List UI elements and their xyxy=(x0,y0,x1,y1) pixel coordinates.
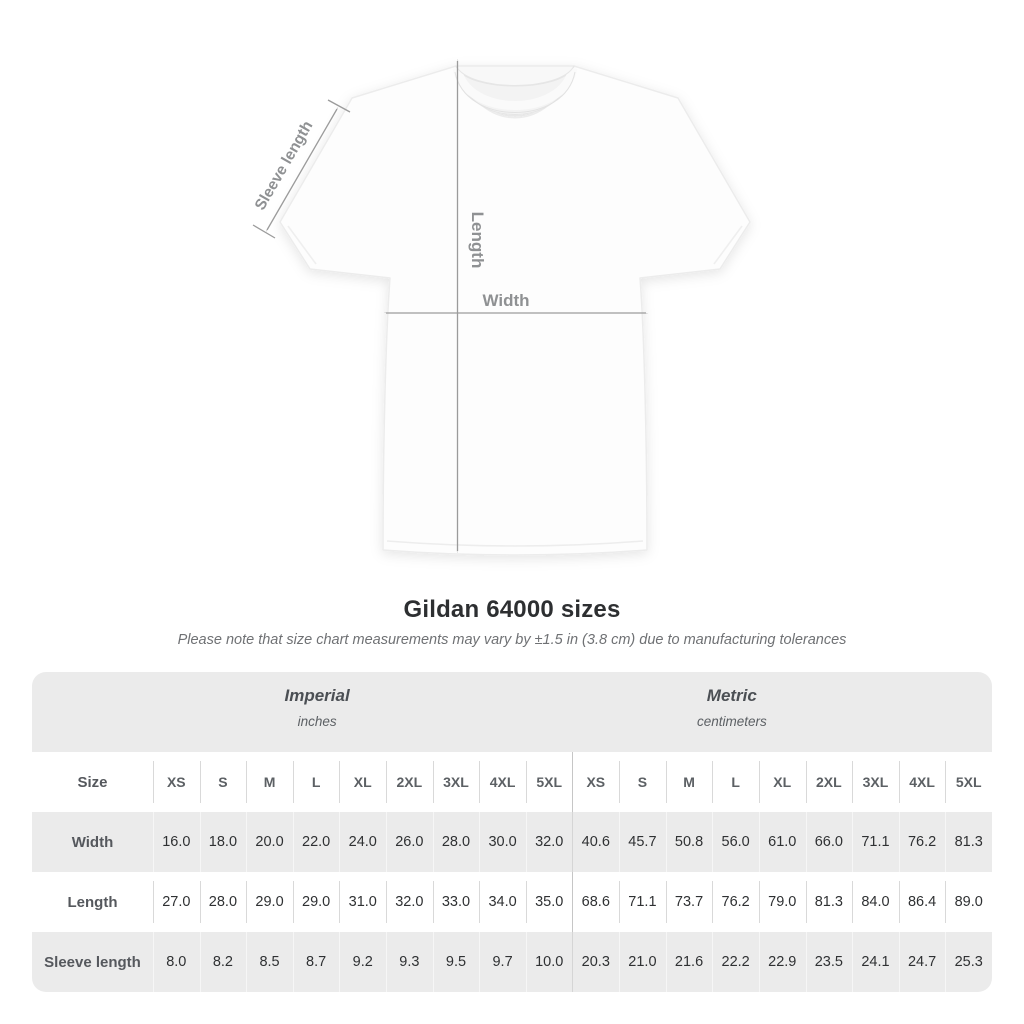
value-cell: 68.6 xyxy=(572,872,620,932)
value-cell: 20.0 xyxy=(246,812,293,872)
value-cell: 21.0 xyxy=(619,932,666,992)
tolerance-note: Please note that size chart measurements… xyxy=(177,632,847,648)
sleeve-arrow-cap-bottom xyxy=(252,224,276,239)
value-cell: 22.0 xyxy=(292,812,340,872)
size-col-header: 2XL xyxy=(805,752,853,812)
value-cell: 32.0 xyxy=(525,812,573,872)
value-cell: 27.0 xyxy=(153,872,200,932)
size-col-header: 5XL xyxy=(945,752,992,812)
size-col-header: XS xyxy=(153,752,200,812)
size-header-cell: Size xyxy=(77,773,108,791)
size-table: Imperial inches Metric centimeters Size … xyxy=(32,672,992,992)
value-cell: 22.2 xyxy=(712,932,759,992)
value-cell: 73.7 xyxy=(665,872,713,932)
value-cell: 9.5 xyxy=(432,932,480,992)
value-cell: 81.3 xyxy=(805,872,853,932)
sleeve-arrow-cap-top xyxy=(327,99,351,113)
value-cell: 9.2 xyxy=(339,932,387,992)
length-label: Length xyxy=(468,212,487,269)
imperial-unit-label: inches xyxy=(297,714,337,729)
value-cell: 86.4 xyxy=(898,872,946,932)
value-cell: 8.7 xyxy=(292,932,340,992)
value-cell: 26.0 xyxy=(386,812,433,872)
row-label: Width xyxy=(71,833,114,851)
size-col-header: 2XL xyxy=(386,752,433,812)
value-cell: 24.0 xyxy=(339,812,387,872)
size-col-header: L xyxy=(712,752,759,812)
value-cell: 71.1 xyxy=(852,812,899,872)
metric-section-header: Metric centimeters xyxy=(697,686,767,729)
value-cell: 16.0 xyxy=(153,812,200,872)
value-cell: 89.0 xyxy=(945,872,992,932)
value-cell: 24.1 xyxy=(852,932,899,992)
size-col-header: 4XL xyxy=(898,752,946,812)
size-col-header: 3XL xyxy=(432,752,480,812)
value-cell: 30.0 xyxy=(479,812,526,872)
value-cell: 21.6 xyxy=(665,932,713,992)
value-cell: 28.0 xyxy=(199,872,247,932)
sleeve-length-annotation xyxy=(252,99,351,239)
value-cell: 8.0 xyxy=(153,932,200,992)
size-header-row: Size XS S M L XL 2XL 3XL 4XL 5XL XS S M … xyxy=(32,752,992,812)
size-col-header: M xyxy=(665,752,713,812)
size-col-header: XL xyxy=(758,752,806,812)
sleeve-length-arrow xyxy=(267,109,337,230)
value-cell: 24.7 xyxy=(898,932,946,992)
table-header-band: Imperial inches Metric centimeters xyxy=(32,672,992,752)
size-col-header: XL xyxy=(339,752,387,812)
value-cell: 81.3 xyxy=(945,812,992,872)
value-cell: 76.2 xyxy=(898,812,946,872)
value-cell: 18.0 xyxy=(199,812,247,872)
value-cell: 71.1 xyxy=(619,872,666,932)
value-cell: 9.7 xyxy=(479,932,526,992)
width-label: Width xyxy=(482,291,529,310)
size-col-header: M xyxy=(246,752,293,812)
value-cell: 79.0 xyxy=(758,872,806,932)
value-cell: 23.5 xyxy=(805,932,853,992)
size-col-header: XS xyxy=(572,752,620,812)
row-label: Length xyxy=(67,893,118,911)
sleeve-length-row: Sleeve length 8.0 8.2 8.5 8.7 9.2 9.3 9.… xyxy=(32,932,992,992)
value-cell: 34.0 xyxy=(479,872,526,932)
length-row: Length 27.0 28.0 29.0 29.0 31.0 32.0 33.… xyxy=(32,872,992,932)
value-cell: 31.0 xyxy=(339,872,387,932)
value-cell: 29.0 xyxy=(246,872,293,932)
value-cell: 66.0 xyxy=(805,812,853,872)
value-cell: 22.9 xyxy=(758,932,806,992)
value-cell: 40.6 xyxy=(572,812,620,872)
size-col-header: 4XL xyxy=(479,752,526,812)
value-cell: 61.0 xyxy=(758,812,806,872)
imperial-label: Imperial xyxy=(284,686,350,705)
value-cell: 10.0 xyxy=(525,932,573,992)
tshirt-diagram: Sleeve length Length Width xyxy=(252,0,751,556)
value-cell: 45.7 xyxy=(619,812,666,872)
value-cell: 50.8 xyxy=(665,812,713,872)
imperial-section-header: Imperial inches xyxy=(285,686,350,729)
value-cell: 32.0 xyxy=(386,872,433,932)
value-cell: 25.3 xyxy=(945,932,992,992)
value-cell: 20.3 xyxy=(572,932,620,992)
value-cell: 33.0 xyxy=(432,872,480,932)
metric-unit-label: centimeters xyxy=(696,714,767,729)
value-cell: 8.2 xyxy=(199,932,247,992)
value-cell: 28.0 xyxy=(432,812,480,872)
value-cell: 9.3 xyxy=(386,932,433,992)
size-col-header: L xyxy=(292,752,340,812)
value-cell: 8.5 xyxy=(246,932,293,992)
size-col-header: S xyxy=(619,752,666,812)
value-cell: 29.0 xyxy=(292,872,340,932)
size-col-header: S xyxy=(199,752,247,812)
value-cell: 76.2 xyxy=(712,872,759,932)
value-cell: 56.0 xyxy=(712,812,759,872)
size-col-header: 3XL xyxy=(852,752,899,812)
width-row: Width 16.0 18.0 20.0 22.0 24.0 26.0 28.0… xyxy=(32,812,992,872)
page-title: Gildan 64000 sizes xyxy=(403,596,621,623)
size-col-header: 5XL xyxy=(525,752,573,812)
value-cell: 35.0 xyxy=(525,872,573,932)
tshirt-graphic xyxy=(279,65,751,556)
value-cell: 84.0 xyxy=(852,872,899,932)
row-label: Sleeve length xyxy=(44,953,141,971)
metric-label: Metric xyxy=(706,686,757,705)
